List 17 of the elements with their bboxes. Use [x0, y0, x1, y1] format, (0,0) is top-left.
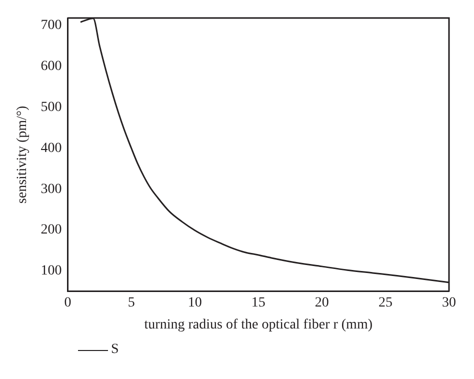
y-axis-title: sensitivity (pm/°)	[15, 105, 30, 204]
x-tick-label: 5	[128, 295, 135, 310]
y-tick-label: 600	[40, 58, 62, 74]
y-tick-label: 300	[40, 182, 62, 197]
y-tick-label: 100	[40, 264, 62, 279]
x-tick-label: 20	[314, 295, 329, 310]
x-tick-label: 10	[188, 295, 202, 310]
y-tick-label: 500	[40, 100, 62, 115]
x-tick-label: 30	[442, 295, 456, 310]
x-tick-label: 25	[378, 295, 392, 310]
x-tick-label: 0	[64, 295, 72, 310]
y-tick-label: 200	[40, 222, 62, 238]
x-tick-label: 15	[251, 295, 266, 310]
legend-label: S	[111, 342, 119, 358]
x-axis-title: turning radius of the optical fiber r (mm)	[144, 317, 373, 332]
y-tick-label: 700	[40, 18, 62, 34]
y-tick-label: 400	[40, 140, 62, 156]
